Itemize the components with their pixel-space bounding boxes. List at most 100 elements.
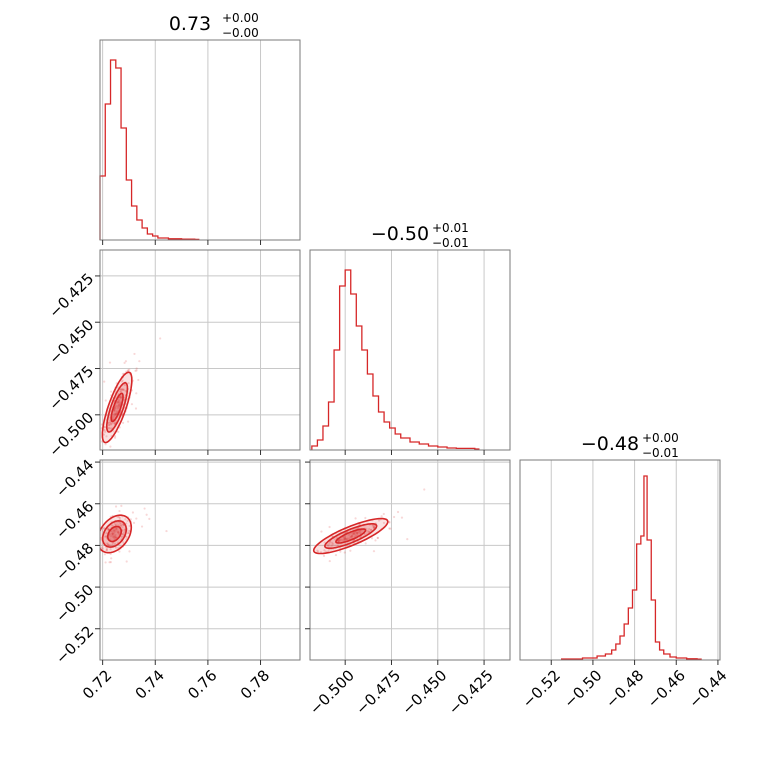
scatter-point [372, 526, 375, 529]
scatter-point [369, 528, 373, 532]
y-tick-label: −0.425 [45, 270, 97, 322]
scatter-point [370, 537, 374, 540]
scatter-point [117, 531, 120, 534]
scatter-point [120, 390, 123, 393]
scatter-point [352, 532, 356, 535]
scatter-point [331, 542, 335, 545]
scatter-point [111, 532, 114, 535]
scatter-point [135, 517, 138, 520]
scatter-point [328, 540, 332, 543]
scatter-point [372, 524, 375, 527]
scatter-point [115, 404, 119, 408]
y-tick-label: −0.450 [45, 316, 97, 368]
scatter-point [109, 390, 113, 393]
scatter-point [115, 410, 118, 413]
scatter-point [354, 534, 358, 537]
scatter-point [369, 528, 373, 532]
scatter-point [347, 533, 351, 536]
scatter-point [110, 427, 113, 430]
y-tick-label: −0.48 [52, 539, 97, 584]
x-tick-label: −0.52 [519, 666, 564, 711]
scatter-point [343, 551, 346, 554]
scatter-point [365, 532, 369, 535]
scatter-point [124, 518, 127, 521]
scatter-point [109, 561, 112, 564]
scatter-point [114, 505, 118, 508]
x-tick-label: −0.48 [602, 666, 647, 711]
scatter-point [114, 406, 117, 409]
scatter-point [111, 535, 115, 538]
scatter-point [377, 519, 381, 522]
scatter-point [121, 379, 124, 382]
scatter-point [116, 407, 119, 410]
panel-frame [99, 249, 301, 451]
scatter-point [93, 457, 95, 459]
scatter-point [364, 542, 367, 545]
scatter-point [334, 553, 338, 557]
scatter-point [114, 523, 117, 526]
scatter-point [145, 513, 148, 516]
histogram-1 [99, 59, 200, 241]
scatter-point [102, 433, 106, 436]
scatter-point [109, 534, 113, 538]
scatter-point [121, 372, 124, 376]
scatter-point [128, 550, 131, 553]
scatter-point [328, 559, 331, 563]
scatter-point [113, 534, 116, 537]
scatter-point [343, 537, 346, 540]
scatter-point [118, 518, 121, 521]
scatter-point [104, 431, 107, 434]
scatter-point [330, 544, 333, 547]
scatter-point [111, 532, 114, 535]
scatter-point [165, 529, 168, 533]
scatter-point [368, 530, 371, 534]
scatter-point [382, 521, 386, 525]
scatter-point [113, 436, 117, 439]
scatter-point [358, 529, 362, 532]
x-tick-label: −0.475 [352, 666, 404, 718]
scatter-point [99, 451, 101, 453]
contour-level-3 [335, 528, 367, 544]
scatter-point [159, 337, 162, 340]
scatter-point [132, 521, 136, 524]
scatter-point [111, 532, 114, 535]
scatter-point [327, 544, 330, 547]
scatter-point [343, 538, 346, 542]
scatter-point [350, 535, 353, 538]
scatter-point [116, 401, 120, 404]
scatter-point [133, 352, 136, 356]
scatter-point [105, 435, 108, 438]
scatter-point [118, 550, 121, 553]
scatter-point [114, 536, 118, 539]
scatter-point [119, 388, 123, 391]
scatter-point [117, 400, 120, 403]
scatter-point [328, 525, 331, 529]
scatter-point [351, 532, 354, 535]
scatter-point [121, 533, 124, 536]
scatter-point [328, 542, 331, 545]
scatter-point [114, 523, 117, 527]
scatter-group [310, 488, 426, 563]
x-tick-label: −0.425 [445, 666, 497, 718]
param-lower-error: −0.01 [432, 236, 469, 250]
scatter-point [336, 544, 340, 547]
scatter-point [119, 522, 122, 525]
x-tick-label: 0.72 [79, 666, 115, 702]
scatter-point [105, 532, 108, 535]
scatter-point [118, 403, 121, 406]
scatter-point [114, 412, 118, 415]
scatter-point [103, 425, 106, 428]
scatter-point [117, 523, 120, 526]
y-tick-label: −0.50 [52, 581, 97, 626]
scatter-point [137, 378, 140, 382]
scatter-point [400, 516, 404, 519]
scatter-point [388, 521, 391, 524]
scatter-point [115, 528, 118, 531]
scatter-point [110, 557, 113, 560]
y-tick-label: −0.52 [52, 622, 97, 667]
scatter-point [351, 534, 354, 537]
scatter-point [117, 531, 120, 534]
histogram-frame [309, 249, 511, 451]
scatter-point [335, 536, 339, 539]
